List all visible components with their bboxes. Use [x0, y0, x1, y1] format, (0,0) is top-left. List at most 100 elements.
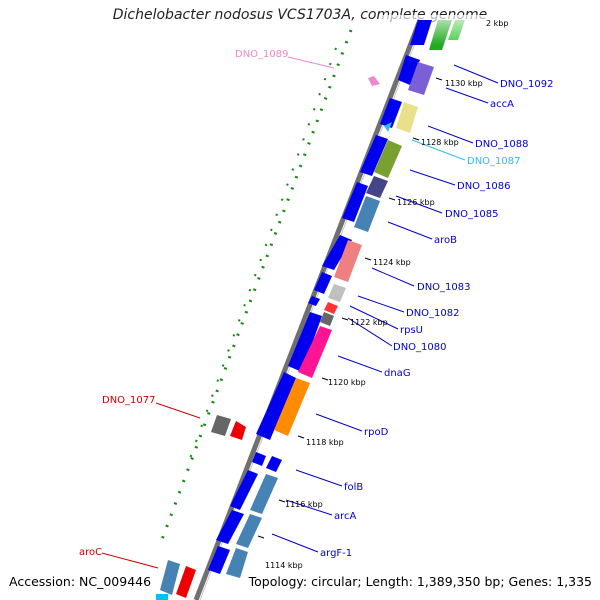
cds-feature [334, 240, 362, 282]
cds-feature [328, 284, 346, 302]
cds-feature [208, 546, 230, 574]
gene-label-dno-1077[interactable]: DNO_1077 [102, 395, 156, 406]
leader-line [287, 56, 335, 69]
tick-label: 1120 kbp [328, 378, 366, 387]
gene-label-acca[interactable]: accA [490, 99, 514, 110]
gc-content-track [158, 29, 353, 546]
tick-label: 1130 kbp [445, 79, 483, 88]
cds-feature [320, 312, 334, 326]
leader-line [347, 317, 393, 347]
cds-feature [360, 135, 388, 176]
leader-line [357, 295, 405, 313]
leader-line [285, 499, 333, 516]
gene-label-dnag[interactable]: dnaG [384, 368, 411, 379]
cds-feature [324, 302, 338, 314]
gc-dot-line-inner [185, 47, 337, 471]
leader-line [445, 87, 489, 104]
colored-cds-track [226, 62, 434, 578]
gene-label-dno-1088[interactable]: DNO_1088 [475, 139, 529, 150]
tick-marks [257, 77, 443, 539]
leader-line [101, 552, 159, 569]
cds-feature [308, 296, 320, 306]
cds-feature [160, 560, 180, 595]
tick-label: 1124 kbp [373, 258, 411, 267]
gene-label-arob[interactable]: aroB [434, 235, 457, 246]
gc-dot-line-outer [158, 29, 353, 546]
tick-mark [278, 499, 286, 503]
backbone-line [193, 19, 423, 600]
small-features [156, 76, 392, 600]
cds-feature [298, 326, 332, 378]
cds-feature [410, 20, 432, 45]
gene-label-rpod[interactable]: rpoD [364, 427, 389, 438]
cds-feature [230, 421, 246, 440]
cds-feature [374, 140, 402, 178]
gene-label-dno-1086[interactable]: DNO_1086 [457, 181, 511, 192]
gene-label-rpsu[interactable]: rpsU [400, 325, 423, 336]
leader-line [349, 305, 399, 330]
cds-feature [384, 122, 392, 132]
cds-feature [366, 176, 388, 198]
cds-feature [216, 510, 244, 544]
cds-feature [380, 98, 402, 128]
cds-feature [342, 182, 368, 222]
tick-mark [341, 317, 349, 321]
forward-cds-track [208, 20, 432, 574]
leader-line [409, 169, 456, 186]
gene-label-dno-1080[interactable]: DNO_1080 [393, 342, 447, 353]
cds-feature [211, 415, 231, 436]
gene-label-dno-1089[interactable]: DNO_1089 [235, 49, 289, 60]
tick-labels: 1114 kbp 1116 kbp 1118 kbp 1120 kbp 1122… [265, 19, 508, 570]
cds-feature [226, 548, 248, 578]
gene-label-folb[interactable]: folB [344, 482, 363, 493]
cds-feature [250, 474, 278, 514]
cds-feature [322, 235, 352, 270]
leader-line [427, 125, 474, 144]
gc-skew-band [380, 15, 490, 50]
tick-mark [297, 435, 305, 439]
leader-line [155, 402, 201, 419]
tick-label: 1128 kbp [421, 138, 459, 147]
leader-line [295, 469, 343, 487]
cds-feature [230, 470, 258, 510]
tick-mark [257, 535, 265, 539]
cds-feature [156, 594, 168, 600]
cds-feature [256, 372, 296, 440]
gene-label-dno-1083[interactable]: DNO_1083 [417, 282, 471, 293]
genome-summary: Topology: circular; Length: 1,389,350 bp… [248, 574, 592, 589]
tick-mark [364, 257, 372, 261]
cds-feature [274, 378, 310, 436]
gene-label-dno-1092[interactable]: DNO_1092 [500, 79, 554, 90]
cds-feature [236, 514, 262, 548]
leader-line [387, 221, 433, 240]
gene-labels: DNO_1092 accA DNO_1088 DNO_1087 DNO_1086… [79, 49, 554, 559]
tick-mark [435, 77, 443, 81]
cds-feature [398, 55, 420, 85]
gene-label-arca[interactable]: arcA [334, 511, 357, 522]
tick-label: 1114 kbp [265, 561, 303, 570]
gene-label-dno-1082[interactable]: DNO_1082 [406, 308, 460, 319]
cds-feature [368, 76, 380, 86]
tick-label: 2 kbp [486, 19, 508, 28]
top-fade [380, 15, 490, 45]
gene-label-aroc[interactable]: aroC [79, 547, 102, 558]
tick-label: 1118 kbp [306, 438, 344, 447]
gene-label-argf-1[interactable]: argF-1 [320, 548, 352, 559]
leader-line [453, 64, 499, 84]
leader-lines [101, 56, 499, 569]
tick-label: 1122 kbp [350, 318, 388, 327]
cds-feature [354, 196, 380, 232]
gene-label-dno-1085[interactable]: DNO_1085 [445, 209, 499, 220]
gene-label-dno-1087[interactable]: DNO_1087 [467, 156, 521, 167]
tick-mark [388, 197, 396, 201]
tick-label: 1126 kbp [397, 198, 435, 207]
leader-line [315, 413, 363, 432]
leader-line [395, 195, 443, 214]
leader-line [337, 355, 383, 373]
tick-mark [412, 137, 420, 141]
leader-line [411, 139, 466, 161]
tick-mark [321, 377, 329, 381]
cds-feature [314, 272, 332, 294]
cds-feature [408, 62, 434, 95]
